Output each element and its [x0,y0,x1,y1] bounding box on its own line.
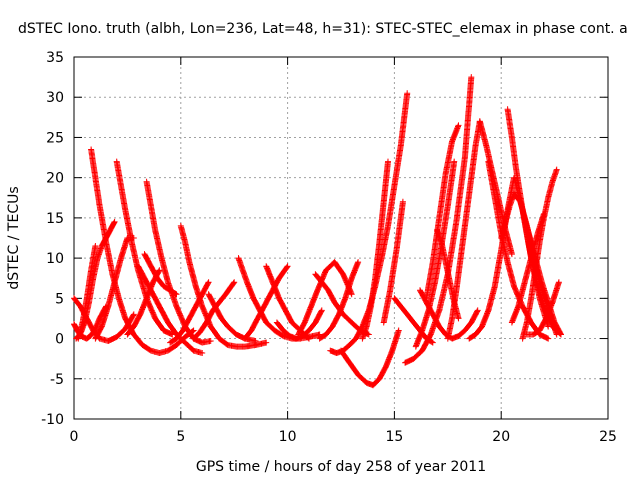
chart-title: dSTEC Iono. truth (albh, Lon=236, Lat=48… [18,21,628,37]
grid [74,57,608,419]
arc-27 [402,74,475,366]
y-tick-label: 5 [55,291,64,307]
arc-markers [359,158,391,342]
x-tick-label: 10 [279,429,297,445]
arc-6 [92,235,137,342]
arc-markers [92,235,137,342]
x-tick-label: 15 [385,429,403,445]
arc-markers [167,279,212,346]
arc-40 [508,210,547,326]
arc-markers [338,327,402,389]
y-tick-label: 15 [46,211,64,227]
axis-tick-labels: 0 5 10 15 20 25 -10 -5 0 5 10 15 20 25 30 35 [41,50,617,445]
y-tick-label: 20 [46,171,64,187]
arc-markers [205,291,259,344]
arc-markers [523,279,562,338]
y-tick-label: 25 [46,130,64,146]
y-tick-label: 35 [46,50,64,66]
arc-14 [205,291,259,344]
y-tick-label: -5 [50,372,64,388]
arc-25 [380,198,406,326]
arc-5 [113,158,176,338]
arc-markers [141,251,180,298]
arc-markers [113,158,176,338]
x-tick-label: 0 [70,429,79,445]
arc-30 [423,122,462,302]
y-tick-label: 0 [55,332,64,348]
arc-31 [444,118,483,342]
arc-markers [402,74,475,366]
arc-21 [316,259,362,342]
arc-41 [476,118,515,258]
arc-markers [476,118,515,258]
arc-10 [141,251,180,298]
arc-markers [508,210,547,326]
arc-markers [434,227,462,322]
arc-17 [263,263,312,342]
x-tick-label: 25 [599,429,617,445]
arc-markers [423,122,462,302]
arc-19 [295,259,355,338]
arc-markers [263,263,312,342]
x-tick-label: 20 [492,429,510,445]
arc-24 [359,158,391,342]
y-tick-label: 10 [46,251,64,267]
arc-12 [167,279,212,346]
x-tick-label: 5 [176,429,185,445]
arc-39 [523,279,562,338]
arc-18 [241,263,291,342]
arc-markers [444,118,483,342]
y-tick-label: -10 [41,412,64,428]
arc-3 [75,243,99,342]
arc-markers [88,146,197,356]
arc-markers [316,259,362,342]
x-axis-label: GPS time / hours of day 258 of year 2011 [196,459,486,475]
data-markers [71,74,564,389]
y-tick-label: 30 [46,90,64,106]
arc-markers [295,259,355,338]
y-axis-label: dSTEC / TECUs [6,186,22,289]
arc-23 [338,327,402,389]
arc-32 [434,227,462,322]
plot-border [73,56,609,420]
series-0 [71,74,564,389]
arc-4 [88,146,197,356]
arc-markers [75,243,99,342]
axis-ticks [73,56,609,420]
arc-markers [241,263,291,342]
arc-markers [380,198,406,326]
